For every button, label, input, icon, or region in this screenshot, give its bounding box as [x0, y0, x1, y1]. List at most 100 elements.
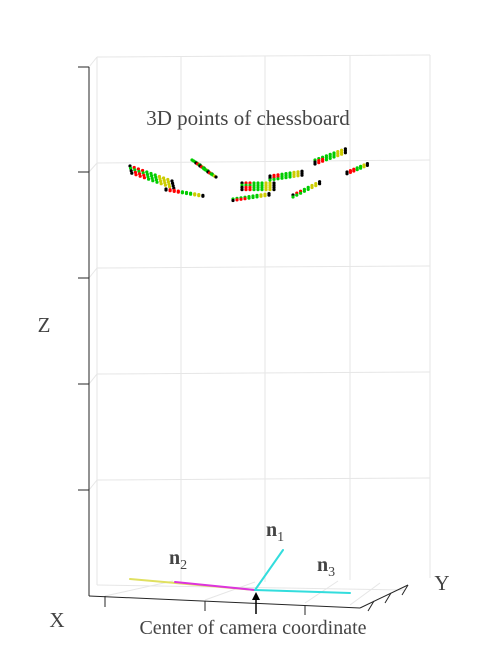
y-axis-ticks	[367, 584, 409, 612]
chessboard-point	[324, 158, 328, 162]
chessboard-point	[240, 183, 244, 187]
y-axis-label: Y	[434, 571, 449, 595]
chessboard-point	[256, 183, 260, 187]
chessboard-point	[142, 173, 146, 177]
chessboard-point	[239, 197, 243, 201]
chessboard-point	[244, 188, 248, 192]
chessboard-point	[132, 165, 136, 170]
chessboard-point	[138, 172, 142, 176]
chessboard-point	[318, 182, 322, 186]
chessboard-point	[355, 168, 359, 172]
chessboard-point	[272, 183, 276, 187]
chessboard-point	[264, 183, 268, 187]
chessboard-point	[295, 193, 299, 197]
chessboard-point	[259, 194, 263, 198]
chessboard-point	[138, 174, 142, 178]
chessboard-point	[272, 177, 276, 181]
chessboard-point	[268, 185, 272, 189]
chessboard-point	[336, 154, 340, 158]
chessboard-point	[162, 176, 166, 180]
chessboard-point	[314, 184, 318, 188]
chessboard-point	[150, 176, 154, 180]
chessboard-point	[145, 170, 149, 174]
chessboard-point	[343, 151, 347, 155]
chessboard-point	[129, 166, 133, 170]
chessboard-point	[348, 170, 352, 174]
axes	[88, 67, 409, 609]
chessboard-point	[256, 181, 260, 185]
chessboard-point	[154, 178, 158, 182]
chessboard-point	[141, 171, 145, 175]
chessboard-point	[158, 177, 162, 181]
chessboard-point	[244, 181, 248, 185]
chessboard-point	[166, 180, 170, 184]
n2-label: n2	[169, 547, 187, 573]
chessboard-point	[321, 159, 325, 163]
chessboard-point	[244, 183, 248, 187]
chessboard-point	[252, 185, 256, 189]
chessboard-point	[184, 191, 189, 196]
chessboard-point	[153, 173, 157, 177]
chessboard-point	[256, 185, 260, 189]
chessboard-point	[272, 188, 276, 192]
chessboard-point	[268, 183, 272, 187]
chessboard-point	[264, 181, 268, 185]
chessboard-point	[201, 194, 205, 198]
chessboard-point	[137, 169, 141, 173]
chessboard-point	[248, 185, 252, 189]
n3-label: n3	[317, 554, 335, 580]
chessboard-point	[291, 195, 295, 199]
chessboard-point	[263, 194, 267, 198]
chessboard-point	[248, 183, 252, 187]
chessboard-point	[252, 181, 256, 185]
chessboard-point	[240, 188, 244, 192]
chessboard-point	[197, 194, 201, 198]
chessboard-point	[130, 171, 134, 175]
chessboard-point	[154, 175, 158, 179]
chessboard-point	[180, 191, 184, 195]
chessboard-point	[167, 182, 171, 186]
n1-vector-line	[254, 549, 284, 591]
chessboard-point	[276, 177, 280, 181]
chessboard-point	[359, 166, 363, 170]
chessboard-point	[150, 174, 154, 178]
normal-vectors	[129, 549, 351, 594]
chessboard-point	[176, 190, 180, 194]
chessboard-point	[264, 185, 268, 189]
chessboard-point	[268, 188, 272, 192]
back-wall-grid	[96, 54, 431, 585]
chessboard-point	[243, 197, 247, 201]
chessboard-point	[142, 176, 146, 180]
z-axis-label: Z	[38, 313, 51, 337]
chessboard-point	[133, 168, 137, 172]
chessboard-point	[310, 185, 314, 190]
chessboard-point	[362, 165, 366, 169]
chessboard-point	[260, 183, 264, 187]
chessboard-point	[292, 174, 296, 178]
chessboard-point	[288, 175, 292, 179]
chessboard-point	[284, 176, 288, 180]
camera-center-caption: Center of camera coordinate	[139, 617, 366, 639]
chessboard-point	[168, 185, 172, 189]
chessboard-point	[306, 187, 310, 191]
chessboard-point	[260, 185, 264, 189]
camera-center-arrow	[252, 592, 260, 614]
chessboard-point	[296, 174, 300, 178]
n2-vector-line-magenta	[174, 581, 256, 591]
chessboard-point	[302, 189, 306, 193]
chessboard-point	[151, 179, 155, 183]
chessboard-point	[134, 173, 138, 177]
chessboard-point	[149, 171, 153, 176]
chessboard-point	[157, 174, 161, 179]
chessboard-point	[155, 180, 159, 184]
chessboard-point	[166, 177, 170, 182]
chessboard-points	[128, 147, 369, 203]
chessboard-point	[141, 168, 145, 173]
chessboard-point	[235, 198, 239, 202]
chessboard-point	[260, 188, 264, 192]
chessboard-point	[268, 178, 272, 182]
chessboard-point	[264, 188, 268, 192]
chessboard-point	[256, 188, 260, 192]
chessboard-point	[189, 192, 193, 196]
